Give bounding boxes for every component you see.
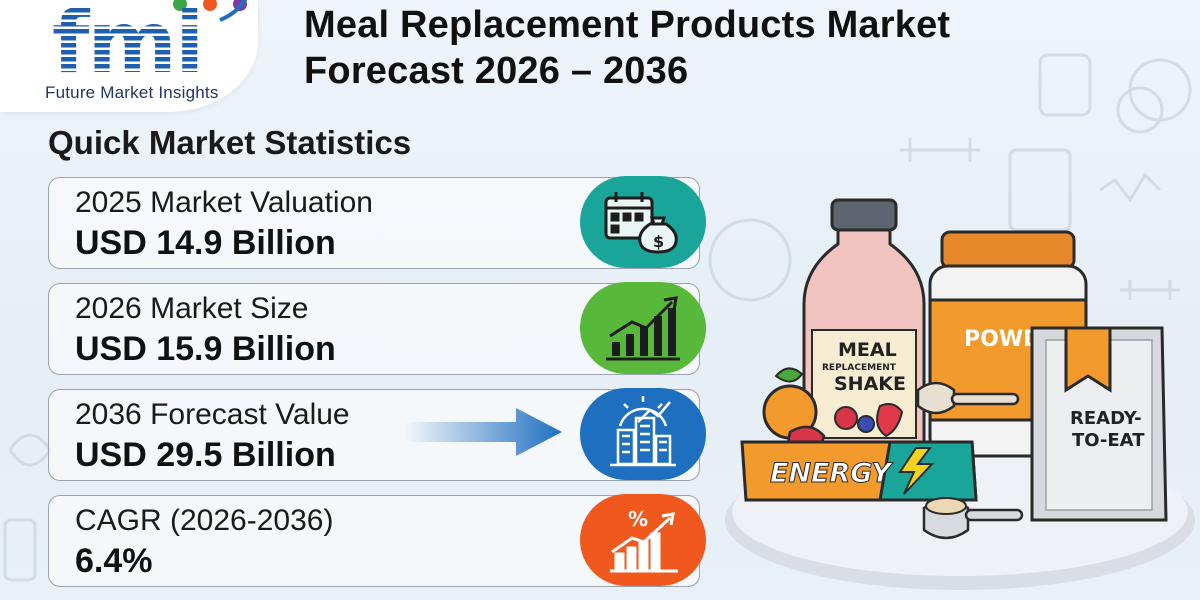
energy-bar: ENERGY	[740, 440, 978, 502]
shake-label-1: MEAL	[838, 339, 897, 361]
shake-label-3: SHAKE	[834, 373, 906, 395]
fmi-logo: fmi	[52, 0, 248, 84]
shake-bottle: MEAL REPLACEMENT SHAKE	[802, 198, 926, 492]
stat-value: USD 14.9 Billion	[75, 224, 336, 262]
logo-dot-orange	[203, 0, 217, 11]
title-line-2: Forecast 2026 – 2036	[304, 50, 689, 92]
pouch-label-2: TO-EAT	[1072, 430, 1145, 451]
stat-label: 2026 Market Size	[75, 292, 309, 325]
arrow-icon	[404, 408, 562, 456]
pouch-label-1: READY-	[1070, 408, 1142, 429]
stat-label: CAGR (2026-2036)	[75, 504, 334, 537]
stat-value: USD 29.5 Billion	[75, 436, 336, 474]
svg-text:%: %	[628, 507, 648, 531]
shake-label-2: REPLACEMENT	[822, 363, 897, 373]
powder-label: POWD	[964, 327, 1041, 352]
product-illustration: POWD READY- TO-EAT MEAL REPLACEMENT SHAK…	[725, 198, 1195, 590]
stat-value: 6.4%	[75, 542, 153, 580]
logo-letters: fmi	[52, 0, 203, 84]
bar-label: ENERGY	[770, 458, 893, 489]
svg-text:$: $	[653, 232, 664, 251]
growth-chart-icon	[580, 282, 706, 374]
page-title: Meal Replacement Products Market Forecas…	[304, 2, 1184, 94]
ready-to-eat-pouch: READY- TO-EAT	[1030, 326, 1168, 522]
title-line-1: Meal Replacement Products Market	[304, 4, 951, 46]
section-title: Quick Market Statistics	[48, 124, 412, 161]
brand-name: Future Market Insights	[45, 83, 219, 102]
scoop-top	[916, 381, 1020, 415]
logo-dot-green	[173, 0, 187, 11]
percent-chart-icon: %	[580, 494, 706, 586]
scoop-bottom	[922, 497, 1024, 540]
stat-label: 2025 Market Valuation	[75, 186, 373, 219]
logo-card: fmi Future Market Insights	[0, 0, 258, 112]
stat-value: USD 15.9 Billion	[75, 330, 336, 368]
city-growth-icon	[580, 388, 706, 480]
stat-label: 2036 Forecast Value	[75, 398, 350, 431]
calendar-money-icon: $	[580, 176, 706, 268]
